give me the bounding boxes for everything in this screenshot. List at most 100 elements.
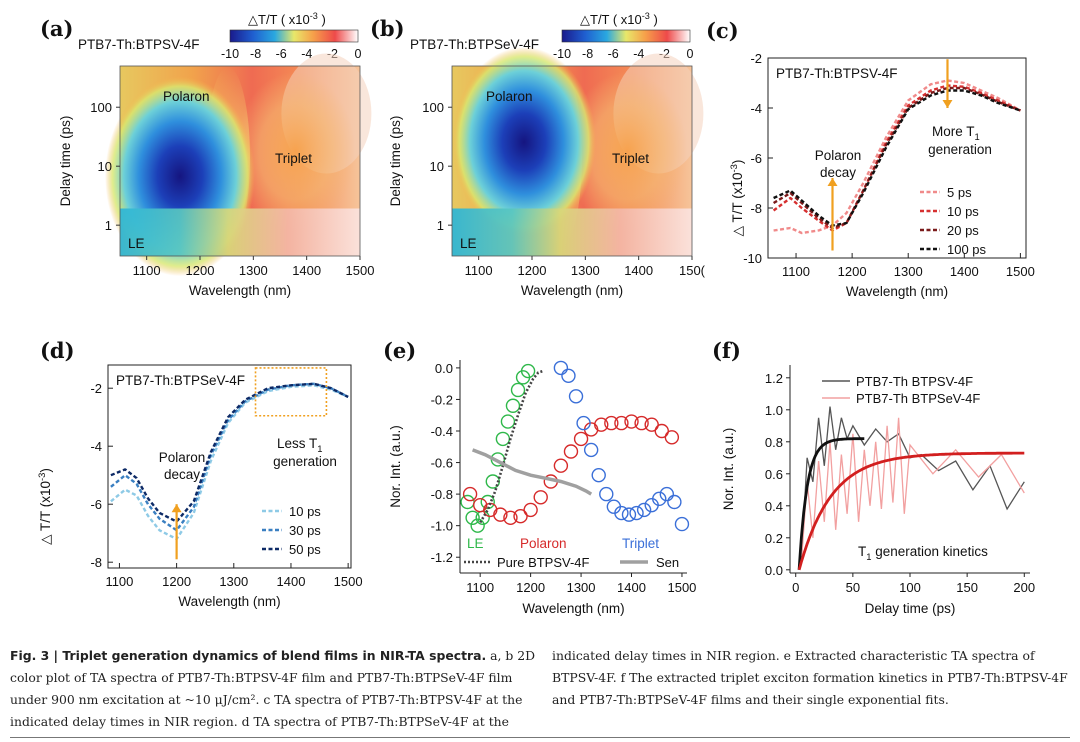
point-triplet — [636, 502, 652, 518]
colorbar-a — [229, 29, 359, 43]
point-polaron — [553, 458, 569, 473]
annotation-decay-line2-c: decay — [820, 165, 856, 180]
heatmap-frame-a — [119, 65, 361, 257]
x-axis-label-c: Wavelength (nm) — [846, 284, 948, 299]
point-le — [500, 414, 516, 429]
series-line-d — [110, 382, 349, 523]
x-tick-label-f: 0 — [792, 580, 799, 595]
point-polaron — [604, 415, 619, 431]
y-tick-label-c: -6 — [750, 151, 762, 166]
series-line-c — [773, 79, 1021, 235]
point-triplet — [629, 505, 644, 521]
x-tick-label-b: 150( — [679, 263, 706, 278]
x-tick-label-c: 1400 — [950, 264, 979, 279]
y-tick-label-d: -8 — [90, 555, 102, 570]
point-triplet — [568, 389, 584, 404]
series-line-c — [773, 89, 1021, 227]
point-le — [465, 510, 480, 525]
y-axis-label-d: △ T/T (x10-3) — [37, 468, 53, 545]
point-polaron — [563, 444, 579, 459]
panel-c: (c) 1100 1200 1300 1400 1500 -10 -8 -6 -4 -2 Wavele… — [706, 18, 1035, 299]
y-tick-label-b: 1 — [437, 218, 444, 233]
x-tick-label-c: 1300 — [894, 264, 923, 279]
y-axis-label-e: Nor. Int. (a.u.) — [388, 425, 403, 508]
figure-3: (a)PTB7-Th:BTPSV-4F△T/T ( x10-3 )-10 -8 -6… — [37, 11, 1035, 616]
colorbar-tick-b: 0 — [687, 47, 694, 61]
panel-e: (e) 1100 1200 1300 1400 1500 0.0 -0.2 -0.4 -0.6 -0… — [383, 338, 696, 616]
colorbar-tick-b: -6 — [608, 47, 619, 61]
y-tick-label-a: 10 — [98, 159, 112, 174]
highlight-box-d — [254, 367, 328, 417]
y-tick-label-f: 0.8 — [765, 435, 783, 450]
legend-label-d: 30 ps — [289, 523, 321, 538]
x-tick-label-b: 1300 — [571, 263, 600, 278]
point-polaron — [624, 414, 639, 429]
legend-label-d: 50 ps — [289, 542, 321, 557]
label-triplet-e: Triplet — [622, 536, 659, 551]
colorbar-title-a-rest: ) — [318, 12, 326, 27]
plot-frame-d — [107, 364, 352, 569]
label-polaron-e: Polaron — [520, 536, 567, 551]
point-le — [520, 363, 536, 379]
caption-left-text: a, b 2D color plot of TA spectra of PTB7… — [10, 648, 536, 729]
x-axis-label-f: Delay time (ps) — [865, 601, 956, 616]
panel-label-c: (c) — [706, 18, 739, 43]
x-axis-label-a: Wavelength (nm) — [189, 283, 291, 298]
y-axis-label-d-sup: -3 — [37, 473, 48, 481]
point-polaron — [644, 417, 659, 432]
point-triplet — [652, 491, 667, 507]
sample-title-c: PTB7-Th:BTPSV-4F — [776, 66, 898, 81]
y-tick-label-c: -10 — [743, 251, 762, 266]
x-tick-label-a: 1200 — [186, 263, 215, 278]
colorbar-title-b-sup: -3 — [642, 11, 650, 21]
heatmap-frame-b — [451, 65, 693, 257]
series-line-sen — [471, 448, 593, 496]
y-tick-label-e: -1.2 — [431, 550, 453, 565]
colorbar-tick-b: -10 — [553, 47, 571, 61]
legend-label-f: PTB7-Th BTPSeV-4F — [856, 391, 980, 406]
x-tick-label-c: 1100 — [782, 264, 810, 279]
series-line-d — [110, 382, 349, 532]
legend-label-f: PTB7-Th BTPSV-4F — [856, 374, 973, 389]
colorbar-title-b-base: △T/T ( x10 — [580, 12, 642, 27]
panel-a: (a) PTB7-Th:BTPSV-4F △T/T ( x10-3 ) -10 -8 -6… — [40, 11, 374, 298]
x-tick-label-a: 1100 — [133, 263, 161, 278]
colorbar-title-a-sup: -3 — [310, 11, 318, 21]
annotation-triplet-b: Triplet — [612, 151, 649, 166]
point-le — [460, 494, 475, 510]
y-axis-label-c-base: △ T/T (x10 — [730, 173, 745, 237]
point-triplet — [576, 415, 591, 431]
arrow-up-c-head — [827, 178, 838, 186]
point-polaron — [594, 417, 609, 432]
annotation-le-b: LE — [460, 236, 477, 251]
y-tick-label-f: 0.2 — [765, 531, 783, 546]
annotation-t1-line2-c: generation — [928, 142, 992, 157]
panel-label-d: (d) — [40, 338, 75, 363]
point-polaron — [513, 509, 528, 524]
fit-curve-f — [797, 437, 865, 570]
point-triplet — [599, 486, 614, 502]
panel-b: (b) PTB7-Th:BTPSeV-4F △T/T ( x10-3 ) -10 -8 -… — [370, 11, 706, 298]
x-tick-label-d: 1200 — [162, 574, 191, 589]
point-polaron — [462, 486, 478, 502]
y-tick-label-e: -0.4 — [431, 424, 453, 439]
point-triplet — [667, 494, 682, 510]
x-tick-label-d: 1300 — [219, 574, 248, 589]
x-tick-label-f: 50 — [846, 580, 860, 595]
arrow-up-d-head — [171, 504, 182, 513]
point-polaron — [664, 430, 680, 445]
x-tick-label-b: 1200 — [518, 263, 547, 278]
heatmap-le-band-b — [452, 208, 692, 256]
x-tick-label-f: 150 — [956, 580, 978, 595]
x-tick-label-e: 1200 — [516, 580, 545, 595]
x-axis-label-d: Wavelength (nm) — [178, 594, 280, 609]
y-tick-label-f: 1.0 — [765, 403, 783, 418]
label-pure-e: Pure BTPSV-4F — [497, 555, 590, 570]
annotation-t1-line1-d-sub: 1 — [317, 444, 322, 455]
x-tick-label-d: 1100 — [105, 574, 133, 589]
colorbar-tick-a: -8 — [250, 47, 261, 61]
y-tick-label-e: -0.8 — [431, 487, 453, 502]
annotation-kinetics-f-rest: generation kinetics — [872, 544, 989, 559]
legend-label-c: 10 ps — [947, 204, 979, 219]
point-le — [510, 382, 526, 398]
